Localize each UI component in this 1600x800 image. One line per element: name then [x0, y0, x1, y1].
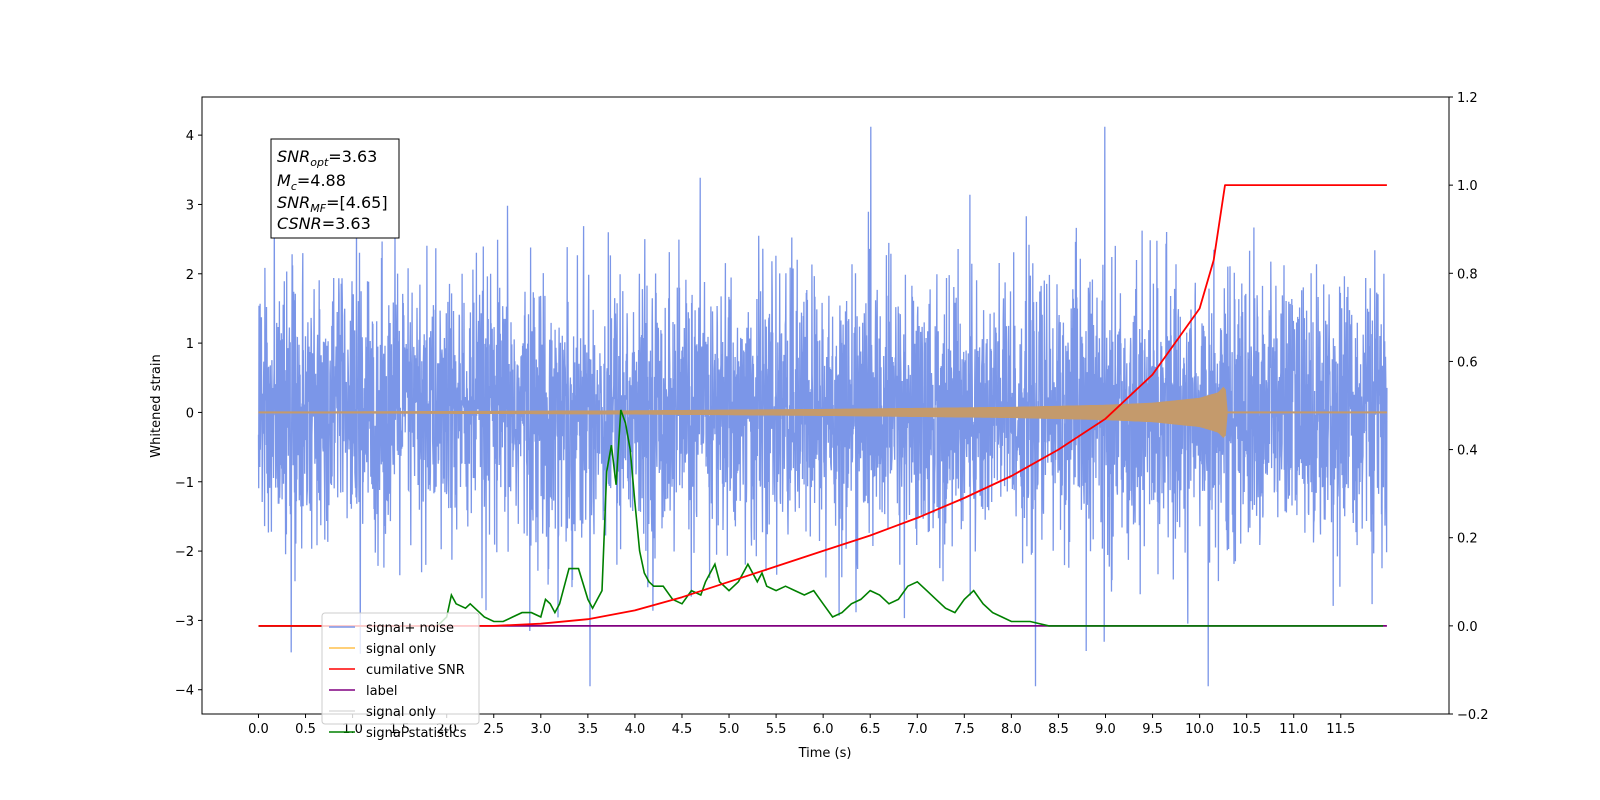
legend-label: signal+ noise [366, 621, 454, 636]
x-tick-label: 7.5 [954, 722, 975, 737]
x-tick-label: 8.5 [1048, 722, 1069, 737]
y2-tick-label: 1.2 [1457, 91, 1478, 106]
x-tick-label: 11.0 [1279, 722, 1308, 737]
x-axis-label: Time (s) [798, 746, 852, 761]
y2-tick-label: 0.4 [1457, 444, 1478, 459]
x-tick-label: 2.5 [483, 722, 504, 737]
y-tick-label: −2 [175, 545, 194, 560]
x-tick-label: 8.0 [1001, 722, 1022, 737]
y-axis-right: −0.2 0.0 0.2 0.4 0.6 0.8 1.0 1.2 [1449, 91, 1489, 723]
x-tick-label: 5.5 [766, 722, 787, 737]
x-tick-label: 0.5 [295, 722, 316, 737]
x-tick-label: 0.0 [248, 722, 269, 737]
y2-tick-label: −0.2 [1457, 708, 1489, 723]
csnr-text: CSNR=3.63 [277, 214, 371, 233]
plot-area [257, 126, 1388, 687]
y-tick-label: −4 [175, 684, 194, 699]
y2-tick-label: 0.6 [1457, 355, 1478, 370]
x-tick-label: 6.0 [813, 722, 834, 737]
legend-label: cumilative SNR [366, 663, 465, 678]
x-tick-label: 2.0 [436, 722, 457, 737]
series-signal-statistics [258, 409, 1384, 627]
x-axis: 0.0 0.5 1.0 1.5 2.0 2.5 3.0 3.5 4.0 4.5 5.0 5.5 6.0 6… [248, 714, 1355, 737]
x-tick-label: 4.0 [625, 722, 646, 737]
x-tick-label: 9.5 [1142, 722, 1163, 737]
x-tick-label: 11.5 [1326, 722, 1355, 737]
y-axis-left: −4 −3 −2 −1 0 1 2 3 4 [175, 129, 202, 699]
y-tick-label: 2 [186, 268, 194, 283]
x-tick-label: 5.0 [719, 722, 740, 737]
legend-label: signal only [366, 642, 436, 657]
snr-mf-text: SNRMF=[4.65] [277, 193, 388, 215]
legend-label: label [366, 684, 397, 699]
y2-tick-label: 0.0 [1457, 620, 1478, 635]
y-tick-label: 3 [186, 198, 194, 213]
mc-text: Mc=4.88 [277, 171, 346, 193]
x-tick-label: 6.5 [860, 722, 881, 737]
plot-frame [201, 96, 1450, 715]
x-tick-label: 9.0 [1095, 722, 1116, 737]
legend: signal+ noise signal only cumilative SNR la… [321, 612, 480, 741]
y2-tick-label: 0.8 [1457, 267, 1478, 282]
series-cumulative-snr [258, 184, 1387, 627]
x-tick-label: 7.0 [907, 722, 928, 737]
y2-tick-label: 1.0 [1457, 179, 1478, 194]
x-tick-label: 3.5 [578, 722, 599, 737]
y-tick-label: 0 [186, 406, 194, 421]
x-tick-label: 10.5 [1232, 722, 1261, 737]
x-tick-label: 3.0 [530, 722, 551, 737]
y-tick-label: 4 [186, 129, 194, 144]
legend-label: signal statistics [366, 726, 467, 741]
legend-label: signal only [366, 705, 436, 720]
x-tick-label: 4.5 [672, 722, 693, 737]
x-tick-label: 1.5 [389, 722, 410, 737]
info-box: SNRopt=3.63 Mc=4.88 SNRMF=[4.65] CSNR=3.… [270, 138, 400, 239]
y-tick-label: −3 [175, 614, 194, 629]
snr-opt-text: SNRopt=3.63 [277, 147, 377, 169]
x-tick-label: 1.0 [342, 722, 363, 737]
y-tick-label: 1 [186, 337, 194, 352]
y2-tick-label: 0.2 [1457, 532, 1478, 547]
series-signal-noise [257, 126, 1388, 687]
x-tick-label: 10.0 [1185, 722, 1214, 737]
y-axis-label: Whitened strain [149, 354, 164, 457]
y-tick-label: −1 [175, 476, 194, 491]
